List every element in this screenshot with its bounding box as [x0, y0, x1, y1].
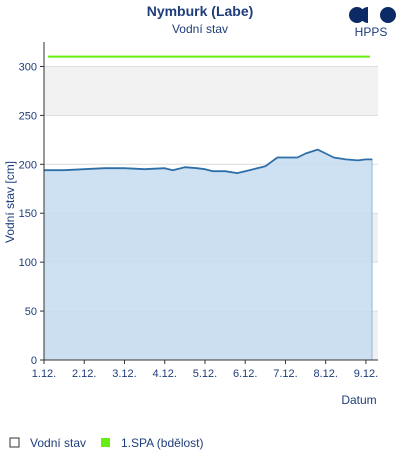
logo-half-circle	[360, 7, 368, 23]
data-point	[172, 169, 174, 171]
logo-circle-left	[349, 7, 365, 23]
data-point	[204, 168, 206, 170]
logo-text: HPPS	[355, 25, 388, 39]
x-tick-label: 3.12.	[112, 368, 136, 380]
x-tick-labels: 1.12. 2.12. 3.12. 4.12. 5.12. 6.12. 7.12. 8.12.…	[32, 360, 378, 380]
legend-label-spa1: 1.SPA (bdělost)	[121, 436, 204, 450]
data-point	[184, 166, 186, 168]
y-axis-label: Vodní stav [cm]	[3, 161, 17, 243]
y-tick-label: 50	[25, 306, 37, 318]
series-area	[44, 149, 372, 360]
y-tick-label: 0	[31, 355, 37, 367]
chart-title: Nymburk (Labe)	[147, 3, 254, 19]
data-point	[325, 152, 327, 155]
data-point	[371, 158, 373, 161]
y-tick-labels: 0 50 100 150 200 250 300	[19, 61, 44, 367]
data-point	[357, 159, 359, 161]
legend: Vodní stav 1.SPA (bdělost)	[9, 436, 204, 450]
square-icon	[101, 438, 110, 447]
hpps-logo: HPPS	[349, 7, 396, 39]
data-point	[304, 152, 307, 155]
data-point	[212, 170, 214, 172]
legend-item-spa1[interactable]: 1.SPA (bdělost)	[101, 436, 204, 450]
data-point	[63, 169, 65, 171]
legend-item-water-level[interactable]: Vodní stav	[9, 436, 86, 450]
y-tick-label: 300	[19, 61, 37, 73]
data-point	[264, 165, 266, 167]
data-point	[123, 167, 126, 169]
data-point	[224, 170, 226, 172]
legend-label-water-level: Vodní stav	[30, 436, 86, 450]
y-tick-label: 200	[19, 159, 37, 171]
x-tick-label: 5.12.	[193, 368, 217, 380]
data-point	[144, 168, 146, 170]
data-point	[83, 168, 85, 170]
x-tick-label: 1.12.	[32, 368, 56, 380]
axes	[43, 42, 378, 361]
logo-circle-right	[380, 7, 396, 23]
x-tick-label: 8.12.	[313, 368, 337, 380]
plot-band	[44, 66, 378, 116]
square-icon	[9, 437, 20, 448]
data-point	[164, 167, 166, 169]
x-axis-label: Datum	[341, 393, 376, 407]
y-tick-label: 100	[19, 257, 37, 269]
data-point	[276, 156, 278, 159]
data-point	[236, 172, 238, 174]
y-tick-label: 250	[19, 110, 37, 122]
x-tick-label: 6.12.	[233, 368, 257, 380]
data-point	[252, 168, 254, 170]
data-point	[333, 156, 335, 159]
data-point	[284, 156, 287, 159]
data-point	[296, 156, 299, 159]
data-point	[345, 158, 347, 161]
data-point	[317, 149, 319, 151]
data-point	[196, 167, 198, 169]
data-point	[103, 167, 105, 169]
series-layer	[43, 148, 373, 360]
x-tick-label: 4.12.	[152, 368, 176, 380]
x-tick-label: 9.12.	[354, 368, 378, 380]
series-line	[44, 148, 372, 174]
chart-subtitle: Vodní stav	[172, 22, 228, 36]
data-point	[365, 158, 367, 161]
data-point	[244, 170, 246, 172]
y-tick-label: 150	[19, 208, 37, 220]
x-tick-label: 2.12.	[72, 368, 96, 380]
x-tick-label: 7.12.	[273, 368, 297, 380]
